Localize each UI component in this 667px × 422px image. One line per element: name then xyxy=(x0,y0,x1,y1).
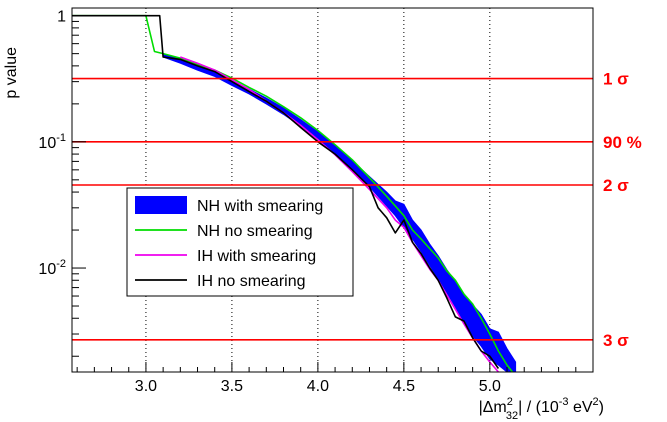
x-axis-label: |Δm2 32| / (10-3 eV2) xyxy=(479,396,604,422)
series-nh-no-smearing xyxy=(72,14,514,372)
legend-label-nh-with-smearing: NH with smearing xyxy=(197,198,323,215)
x-tick-label-5.0: 5.0 xyxy=(479,378,501,395)
x-tick-label-4.0: 4.0 xyxy=(307,378,329,395)
axis-ticks: 3.0 3.5 4.0 4.5 5.0 1 10-1 10-2 xyxy=(38,9,577,395)
x-axis-label-unit-sup: 2 xyxy=(593,396,599,408)
x-axis-label-close: ) xyxy=(599,399,604,416)
x-axis-label-sub: 32 xyxy=(506,410,518,422)
legend-label-ih-with-smearing: IH with smearing xyxy=(197,248,316,265)
legend-label-nh-no-smearing: NH no smearing xyxy=(197,223,313,240)
x-axis-label-rest: | / (10 xyxy=(518,399,559,416)
y-axis-label: p value xyxy=(3,47,20,99)
y-tick-label: 1 xyxy=(57,9,66,26)
x-axis-label-sup: 2 xyxy=(507,396,513,408)
x-gridlines xyxy=(145,8,491,372)
x-tick-label-3.5: 3.5 xyxy=(221,378,243,395)
series-ih-no-smearing xyxy=(72,14,500,369)
reference-label-3: 3 σ xyxy=(603,331,629,350)
legend-swatch-nh-with-smearing xyxy=(135,196,187,214)
y-tick-label: 10-1 xyxy=(38,132,66,152)
reference-label-1: 1 σ xyxy=(603,70,629,89)
reference-label-2: 2 σ xyxy=(603,176,629,195)
y-tick-label: 10-2 xyxy=(38,258,66,278)
reference-lines: 1 σ 90 % 2 σ 3 σ xyxy=(72,70,642,350)
reference-label-90: 90 % xyxy=(603,133,642,152)
x-tick-label-3.0: 3.0 xyxy=(135,378,157,395)
x-tick-label-4.5: 4.5 xyxy=(393,378,415,395)
x-axis-label-main: |Δm xyxy=(479,399,507,416)
legend-label-ih-no-smearing: IH no smearing xyxy=(197,273,306,290)
x-axis-label-exp: -3 xyxy=(559,396,569,408)
x-axis-label-unit: eV xyxy=(569,399,593,416)
legend: NH with smearing NH no smearing IH with sm… xyxy=(126,187,354,297)
plot-frame xyxy=(71,7,594,373)
